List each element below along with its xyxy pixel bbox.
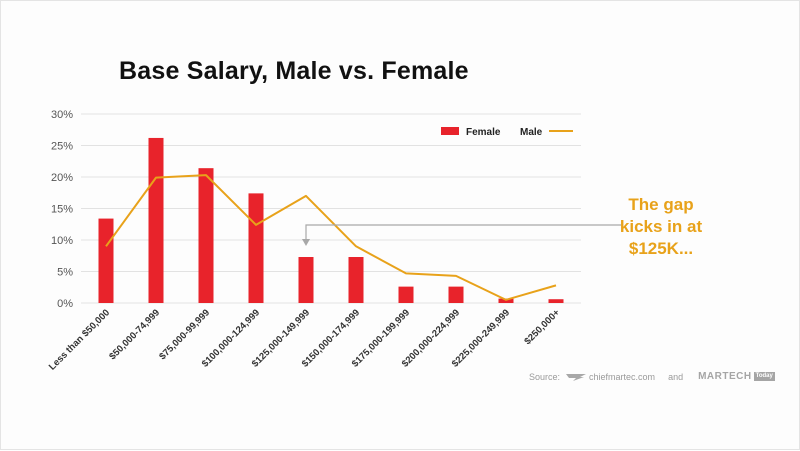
- bar-female: [298, 257, 314, 303]
- bar-female: [248, 193, 264, 303]
- annotation-arrow-head: [302, 239, 310, 246]
- bar-female: [98, 218, 114, 303]
- y-tick-label: 20%: [51, 172, 73, 184]
- legend-swatch-female: [441, 127, 459, 135]
- y-tick-label: 25%: [51, 141, 73, 153]
- annotation-line-1: The gap: [628, 195, 694, 214]
- annotation-text: The gap kicks in at $125K...: [601, 194, 721, 260]
- martech-badge: Today: [753, 372, 775, 381]
- annotation-line-3: $125K...: [628, 239, 694, 258]
- chiefmartec-text: chiefmartec.com: [589, 371, 656, 382]
- x-tick-label: $250,000+: [522, 307, 562, 347]
- bar-female: [148, 137, 164, 303]
- y-tick-label: 0%: [57, 298, 73, 310]
- chiefmartec-mark-icon: [566, 373, 587, 381]
- line-male: [105, 174, 557, 301]
- chiefmartec-logo: chiefmartec.com: [565, 372, 655, 382]
- y-tick-label: 10%: [51, 235, 73, 247]
- y-tick-label: 15%: [51, 204, 73, 216]
- martech-text: MARTECH: [698, 371, 752, 382]
- x-tick-label: $50,000-74,999: [107, 307, 162, 362]
- x-tick-label: Less than $50,000: [47, 307, 112, 372]
- bar-female: [198, 168, 214, 303]
- x-tick-label: $75,000-99,999: [157, 307, 212, 362]
- annotation-line-2: kicks in at: [619, 217, 703, 236]
- y-tick-label: 30%: [51, 109, 73, 121]
- legend-label-male: Male: [520, 127, 543, 138]
- source-label: Source:: [529, 371, 561, 382]
- bar-female: [448, 286, 464, 303]
- source-credit: Source: chiefmartec.com and MARTECH Toda…: [529, 371, 775, 382]
- bar-female: [348, 257, 364, 303]
- chart-title: Base Salary, Male vs. Female: [119, 57, 469, 85]
- annotation-arrow-line: [305, 224, 621, 239]
- bar-female: [398, 286, 414, 303]
- source-connector: and: [668, 371, 684, 382]
- martech-logo: MARTECH Today: [698, 371, 775, 382]
- bar-female: [548, 299, 564, 303]
- legend-label-female: Female: [466, 127, 501, 138]
- y-tick-label: 5%: [57, 267, 73, 279]
